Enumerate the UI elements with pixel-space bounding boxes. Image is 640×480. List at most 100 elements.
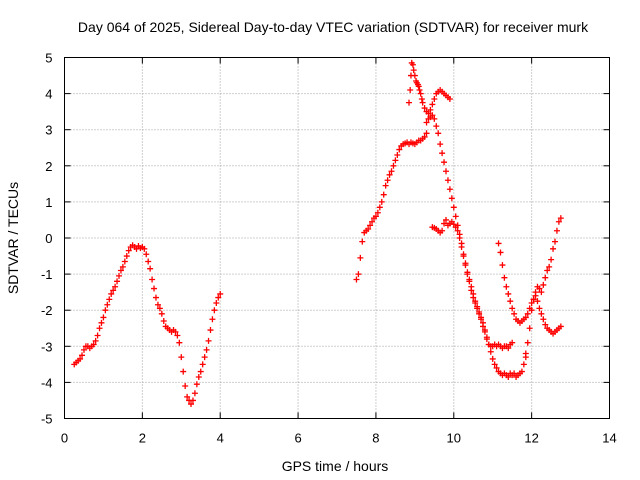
data-point: [509, 339, 516, 346]
data-point: [376, 204, 383, 211]
data-point: [112, 283, 119, 290]
data-point: [555, 218, 562, 225]
data-point: [418, 96, 425, 103]
data-points: [71, 59, 564, 408]
data-point: [116, 272, 122, 279]
data-point: [443, 216, 449, 223]
data-point: [184, 393, 191, 400]
data-point: [374, 209, 381, 216]
y-tick-label: 4: [45, 87, 52, 102]
gridlines: [64, 57, 610, 419]
data-point: [460, 253, 467, 260]
data-point: [394, 151, 401, 158]
data-point: [458, 244, 465, 251]
data-point: [158, 310, 165, 317]
data-point: [209, 316, 216, 323]
data-point: [407, 86, 414, 93]
data-point: [528, 299, 535, 306]
data-point: [199, 361, 206, 368]
data-point: [392, 157, 399, 164]
data-point: [117, 267, 124, 274]
data-point: [548, 256, 555, 263]
data-point: [384, 177, 391, 184]
x-tick-label: 10: [447, 431, 461, 446]
data-point: [411, 72, 418, 79]
data-point: [431, 115, 438, 122]
data-point: [511, 310, 518, 317]
data-point: [388, 168, 395, 175]
data-point: [553, 227, 560, 234]
data-point: [474, 305, 481, 312]
data-point: [454, 227, 461, 234]
data-point: [410, 67, 417, 74]
y-tick-label: 1: [45, 195, 52, 210]
x-tick-label: 4: [217, 431, 224, 446]
x-axis-label: GPS time / hours: [282, 458, 389, 474]
data-point: [189, 397, 196, 404]
x-tick-labels: 0 2 4 6 8 10 12 14: [61, 431, 617, 446]
data-point: [355, 271, 362, 278]
data-point: [205, 337, 212, 344]
data-point: [546, 263, 553, 270]
data-point: [421, 133, 428, 140]
data-point: [487, 348, 494, 355]
data-point: [96, 325, 103, 332]
data-point: [406, 99, 413, 106]
data-point: [550, 245, 557, 252]
data-point: [119, 263, 126, 270]
data-point: [359, 238, 366, 245]
series-segment-2-descent-b: [429, 216, 516, 352]
data-point: [530, 296, 537, 303]
data-point: [446, 96, 453, 103]
data-point: [108, 290, 115, 297]
data-point: [372, 213, 379, 220]
data-point: [472, 299, 479, 306]
data-point: [421, 105, 428, 112]
data-point: [367, 222, 374, 229]
data-point: [425, 110, 432, 117]
data-point: [491, 361, 498, 368]
y-tick-label: -4: [41, 375, 53, 390]
data-point: [180, 368, 187, 375]
data-point: [143, 251, 150, 258]
data-point: [495, 240, 502, 247]
data-point: [431, 96, 438, 103]
series-segment-2-rise: [353, 130, 430, 283]
data-point: [507, 298, 514, 305]
data-point: [443, 168, 449, 175]
data-point: [429, 101, 436, 108]
data-point: [145, 258, 152, 265]
data-point: [390, 162, 397, 169]
data-point: [149, 276, 156, 283]
data-point: [77, 355, 84, 362]
data-point: [540, 281, 547, 288]
data-point: [534, 298, 541, 305]
data-point: [552, 238, 558, 245]
data-point: [415, 83, 422, 90]
data-point: [100, 314, 107, 321]
data-point: [203, 346, 210, 353]
data-point: [481, 328, 488, 335]
data-point: [141, 245, 148, 252]
data-point: [178, 354, 185, 361]
data-point: [207, 327, 214, 334]
y-tick-label: -3: [41, 339, 53, 354]
data-point: [174, 332, 181, 339]
data-point: [505, 345, 512, 352]
data-point: [90, 341, 97, 348]
data-point: [215, 294, 222, 301]
data-point: [213, 299, 220, 306]
data-point: [522, 314, 529, 321]
data-point: [114, 278, 121, 285]
data-point: [448, 195, 455, 202]
x-tick-label: 6: [294, 431, 301, 446]
data-point: [433, 123, 440, 130]
data-point: [439, 150, 446, 157]
y-tick-label: -1: [41, 267, 53, 282]
data-point: [441, 220, 448, 227]
y-tick-label: 2: [45, 159, 52, 174]
data-point: [197, 368, 204, 375]
data-point: [211, 307, 218, 314]
data-point: [557, 323, 564, 330]
data-point: [499, 262, 506, 269]
